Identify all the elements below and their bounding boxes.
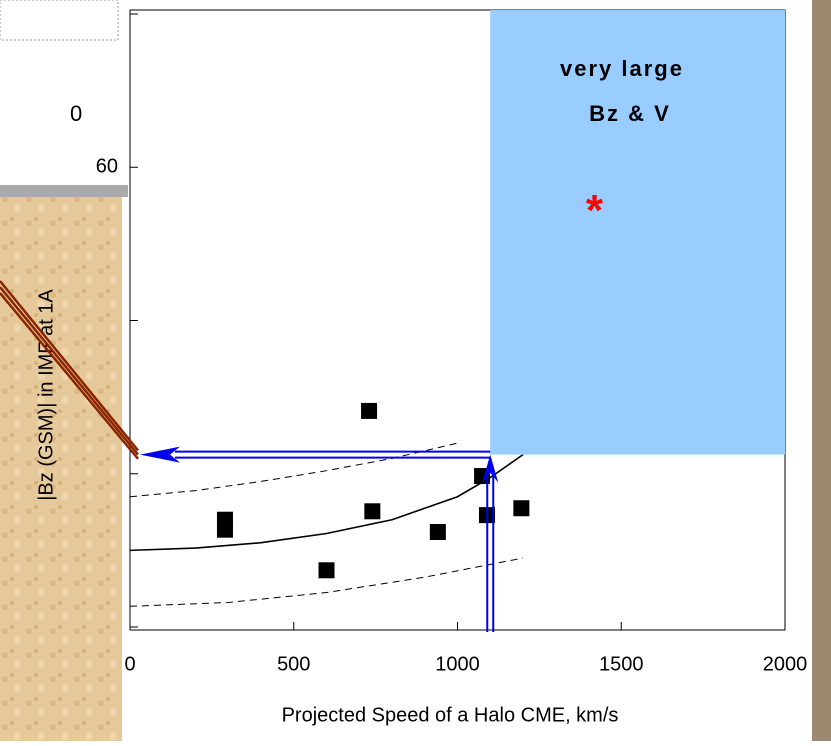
star-marker: *	[586, 186, 604, 235]
y-axis-label: |Bz (GSM)| in IMF at 1A	[35, 289, 57, 501]
x-tick-label: 500	[277, 653, 310, 675]
data-point	[361, 402, 378, 419]
data-point	[318, 562, 335, 579]
x-tick-label: 2000	[763, 653, 808, 675]
background-panel	[0, 197, 122, 741]
panel-bar	[0, 185, 128, 197]
region-label: very large	[560, 56, 684, 81]
fit-curve	[129, 557, 524, 607]
other-chart-box	[0, 0, 119, 41]
highlight-region	[490, 10, 785, 455]
arrow-head	[482, 454, 499, 483]
x-axis-label: Projected Speed of a Halo CME, km/s	[282, 704, 619, 726]
arrow-head	[140, 446, 180, 463]
data-point	[513, 500, 530, 517]
overlay: |Bz (GSM)| in IMF at 1A	[0, 280, 499, 632]
pointer-line	[0, 280, 139, 452]
data-point	[216, 521, 233, 538]
slide-edge	[812, 0, 831, 741]
data-point	[429, 523, 446, 540]
data-point	[364, 503, 381, 520]
x-tick-label: 1500	[599, 653, 644, 675]
plot: 0500100015002000020406080Projected Speed…	[96, 2, 808, 726]
pointer-line	[0, 292, 139, 460]
pointer-line	[0, 286, 139, 456]
x-tick-label: 0	[124, 653, 135, 675]
region-label: Bz & V	[589, 101, 671, 126]
x-tick-label: 1000	[435, 653, 480, 675]
other-chart-label: 0	[70, 101, 82, 126]
fit-curve	[129, 442, 458, 498]
y-tick-label: 60	[96, 156, 118, 178]
